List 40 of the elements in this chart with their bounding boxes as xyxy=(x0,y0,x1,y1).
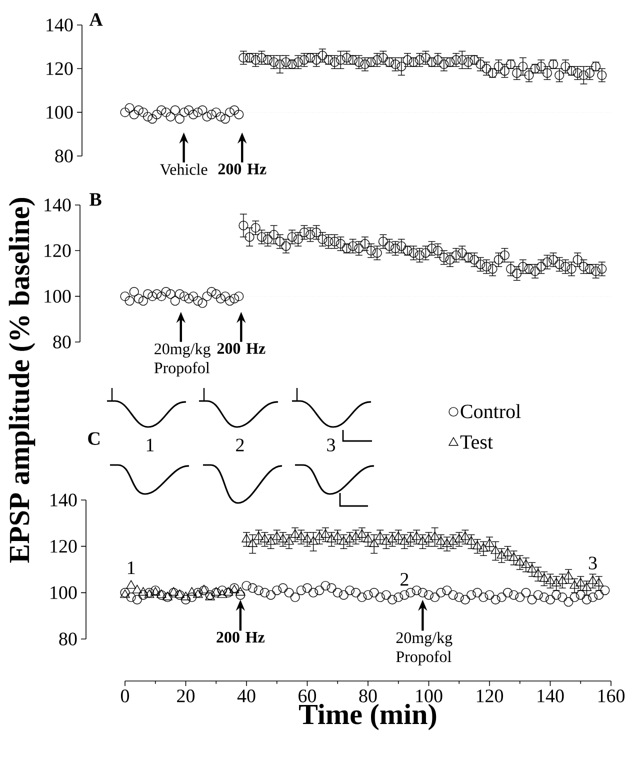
y-tick-label: 80 xyxy=(55,150,73,162)
y-tick-label: 100 xyxy=(44,290,71,303)
text: 200 Hz xyxy=(218,164,266,174)
text: 200 Hz xyxy=(217,343,266,354)
x-tick-label: 160 xyxy=(598,690,625,702)
x-tick-label: 20 xyxy=(177,690,195,702)
y-tick-label: 140 xyxy=(44,198,71,212)
chart-title: B xyxy=(90,193,102,206)
x-tick-label: 0 xyxy=(120,690,130,702)
y-tick-label: 120 xyxy=(46,62,73,76)
y-tick-label: 80 xyxy=(53,336,71,348)
chart-title: A xyxy=(89,13,103,26)
y-tick-label: 80 xyxy=(59,632,77,646)
text: Vehicle xyxy=(160,164,208,175)
chart-title: C xyxy=(88,432,100,445)
text: 1 xyxy=(146,438,154,452)
y-tick-label: 120 xyxy=(50,540,77,553)
y-tick-label: 100 xyxy=(46,106,73,119)
annotation: 2 xyxy=(400,573,408,586)
x-tick-label: 60 xyxy=(298,690,316,702)
y-tick-label: 100 xyxy=(50,586,77,600)
x-axis-title: Time (min) xyxy=(299,704,436,730)
text: 20mg/kg Propofol xyxy=(154,343,210,377)
legend-label: Test xyxy=(460,436,493,449)
annotation: 3 xyxy=(588,556,597,570)
x-tick-label: 140 xyxy=(538,690,564,702)
y-tick-label: 140 xyxy=(50,494,77,506)
annotation: 20mg/kg Propofol xyxy=(396,632,452,666)
legend-label: Control xyxy=(460,404,521,418)
y-tick-label: 140 xyxy=(46,18,73,32)
y-axis-title: EPSP amplitude (% baseline) xyxy=(8,198,36,563)
x-tick-label: 40 xyxy=(237,690,256,702)
annotation: 1 xyxy=(128,561,135,574)
x-tick-label: 120 xyxy=(476,690,504,702)
x-tick-label: 100 xyxy=(416,690,442,702)
y-tick-label: 120 xyxy=(44,244,71,258)
text: 2 xyxy=(236,438,244,452)
annotation: 200 Hz xyxy=(216,632,265,643)
x-tick-label: 80 xyxy=(359,690,377,702)
text: 3 xyxy=(327,438,336,452)
